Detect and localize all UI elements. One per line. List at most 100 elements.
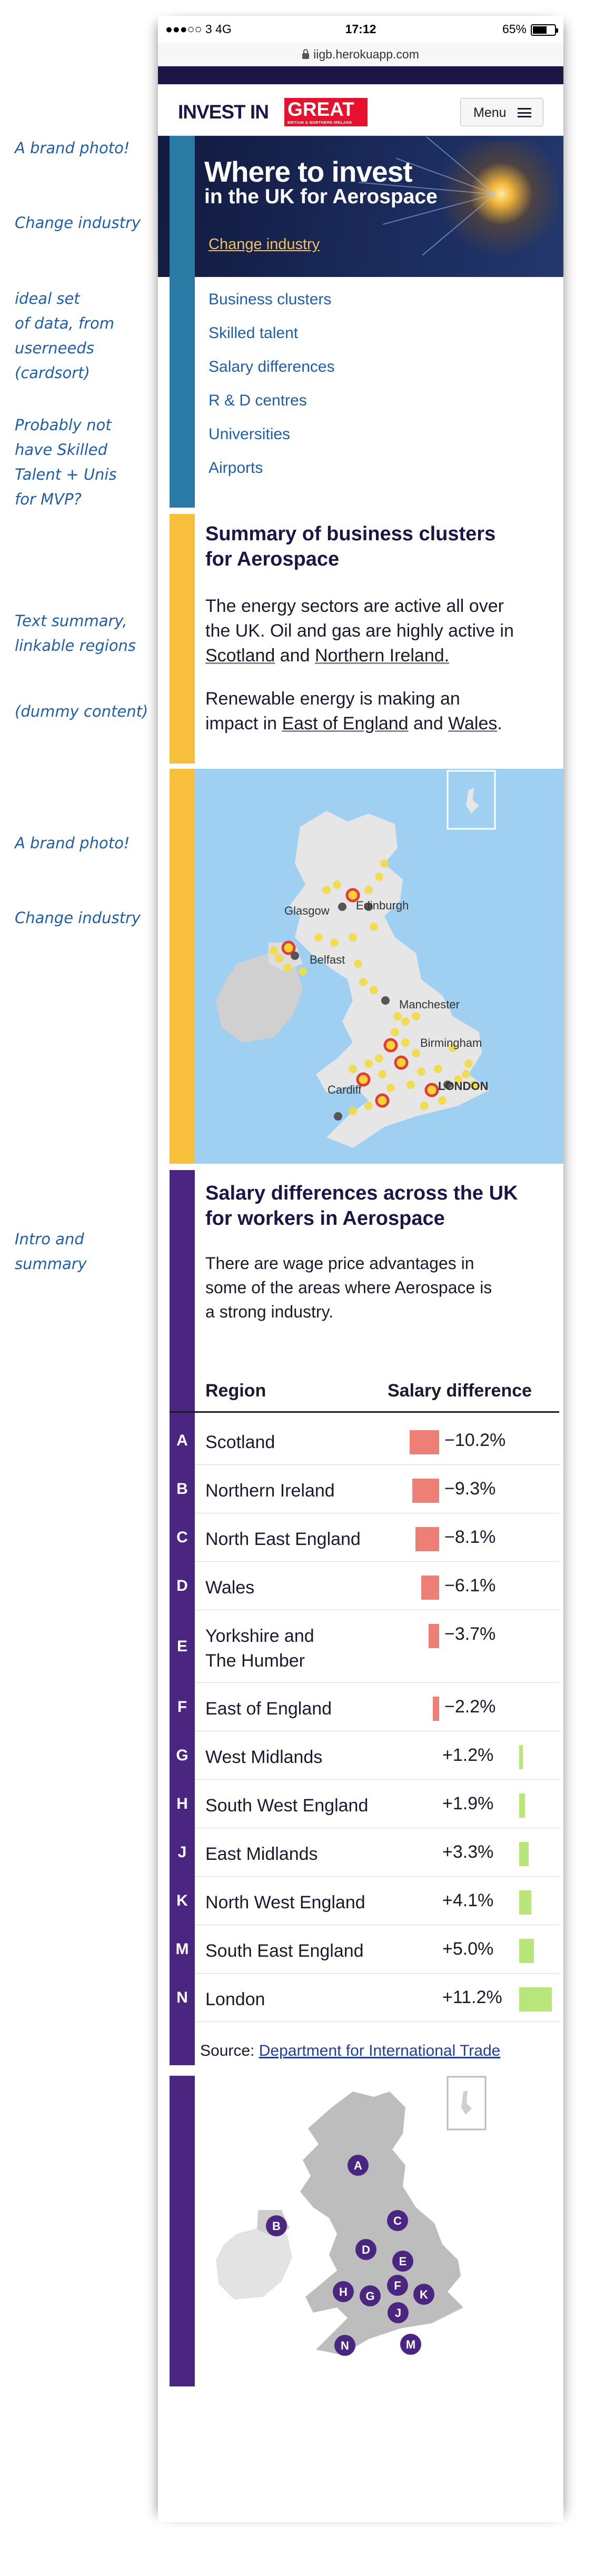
region-marker-g[interactable] [360, 2285, 381, 2306]
table-row[interactable]: C North East England −8.1% [170, 1513, 559, 1562]
cluster-dot[interactable] [434, 1065, 442, 1073]
table-row[interactable]: M South East England +5.0% [170, 1925, 559, 1974]
cluster-dot[interactable] [281, 940, 296, 955]
cluster-dot[interactable] [356, 1072, 371, 1087]
cluster-dot[interactable] [370, 923, 378, 931]
cluster-dot[interactable] [349, 1107, 357, 1115]
cluster-dot[interactable] [370, 986, 378, 994]
negative-bar [415, 1527, 439, 1551]
table-row[interactable]: D Wales −6.1% [170, 1562, 559, 1610]
great-logo[interactable]: GREAT BRITAIN & NORTHERN IRELAND [284, 98, 368, 126]
source-link[interactable]: Department for International Trade [259, 2042, 501, 2059]
cluster-dot[interactable] [314, 933, 323, 942]
logo[interactable]: INVEST IN [178, 101, 269, 123]
cluster-dot[interactable] [364, 1102, 373, 1110]
table-row[interactable]: B Northern Ireland −9.3% [170, 1465, 559, 1513]
cluster-dot[interactable] [449, 1044, 457, 1052]
map-label-birmingham: Birmingham [420, 1036, 482, 1049]
cluster-dot[interactable] [391, 1028, 399, 1036]
cluster-dot[interactable] [378, 1070, 386, 1078]
region-marker-e[interactable] [392, 2251, 413, 2272]
cluster-dot[interactable] [401, 1017, 410, 1026]
negative-bar [410, 1430, 439, 1454]
cluster-dot[interactable] [462, 1070, 470, 1078]
cluster-dot[interactable] [364, 1059, 373, 1068]
cluster-dot[interactable] [364, 903, 373, 911]
cluster-dot[interactable] [283, 964, 292, 972]
url-bar[interactable]: iigb.herokuapp.com [158, 43, 563, 66]
region-marker-f[interactable] [387, 2275, 408, 2296]
cluster-dot[interactable] [454, 1075, 462, 1084]
cluster-dot[interactable] [417, 1067, 425, 1076]
cluster-dot[interactable] [464, 1059, 473, 1068]
cluster-dot[interactable] [322, 886, 331, 894]
cluster-dot[interactable] [299, 967, 307, 976]
nav-universities[interactable]: Universities [209, 425, 291, 443]
cluster-dot[interactable] [291, 952, 299, 960]
cluster-map[interactable]: Glasgow Edinburgh Belfast Manchester Bir… [195, 769, 563, 1164]
cluster-dot[interactable] [420, 1102, 429, 1110]
salary-value: +5.0% [442, 1939, 494, 1959]
region-marker-d[interactable] [355, 2239, 376, 2260]
east-of-england-link[interactable]: East of England [282, 714, 409, 734]
cluster-dot[interactable] [401, 1038, 410, 1047]
table-row[interactable]: N London +11.2% [170, 1974, 559, 2022]
cluster-dot[interactable] [349, 1065, 357, 1073]
cluster-dot[interactable] [386, 1084, 395, 1092]
table-row[interactable]: H South West England +1.9% [170, 1780, 559, 1828]
cluster-dot[interactable] [334, 1112, 342, 1121]
region-name: North East England [205, 1529, 361, 1549]
region-marker-c[interactable] [387, 2210, 408, 2231]
region-marker-k[interactable] [413, 2284, 434, 2305]
cluster-dot[interactable] [381, 996, 390, 1005]
cluster-dot[interactable] [270, 946, 278, 955]
change-industry-link[interactable]: Change industry [209, 236, 320, 253]
table-row[interactable]: K North West England +4.1% [170, 1877, 559, 1925]
cluster-dot[interactable] [275, 954, 283, 963]
cluster-dot[interactable] [330, 938, 339, 947]
salary-heading: Salary differences across the UK for wor… [205, 1181, 518, 1231]
table-row[interactable]: A Scotland −10.2% [170, 1416, 559, 1465]
cluster-dot[interactable] [359, 978, 368, 986]
nav-skilled-talent[interactable]: Skilled talent [209, 324, 299, 342]
cluster-dot[interactable] [443, 1081, 452, 1089]
northern-ireland-link[interactable]: Northern Ireland. [314, 646, 450, 666]
region-marker-a[interactable] [348, 2155, 369, 2176]
table-row[interactable]: E Yorkshire and The Humber −3.7% [170, 1610, 559, 1683]
cluster-dot[interactable] [412, 1012, 420, 1021]
cluster-dot[interactable] [470, 1081, 478, 1089]
region-marker-n[interactable] [334, 2335, 355, 2356]
region-marker-h[interactable] [333, 2281, 354, 2302]
cluster-dot[interactable] [406, 1081, 415, 1089]
cluster-dot[interactable] [375, 1093, 390, 1108]
cluster-dot[interactable] [364, 886, 373, 894]
scotland-link[interactable]: Scotland [205, 646, 275, 666]
cluster-dot[interactable] [333, 880, 341, 889]
cluster-dot[interactable] [338, 903, 346, 911]
table-row[interactable]: F East of England −2.2% [170, 1683, 559, 1731]
cluster-dot[interactable] [383, 1038, 398, 1053]
table-row[interactable]: J East Midlands +3.3% [170, 1828, 559, 1877]
region-marker-b[interactable] [266, 2215, 287, 2236]
menu-button[interactable]: Menu [460, 98, 543, 126]
nav-business-clusters[interactable]: Business clusters [209, 291, 332, 308]
cluster-dot[interactable] [375, 1054, 383, 1063]
cluster-dot[interactable] [345, 888, 360, 903]
cluster-dot[interactable] [393, 1012, 402, 1021]
cluster-dot[interactable] [354, 959, 362, 968]
cluster-dot[interactable] [375, 873, 383, 881]
cluster-dot[interactable] [438, 1096, 447, 1105]
cluster-dot[interactable] [349, 933, 357, 942]
region-marker-j[interactable] [388, 2302, 409, 2323]
cluster-dot[interactable] [424, 1083, 439, 1097]
cluster-dot[interactable] [412, 1049, 420, 1057]
cluster-dot[interactable] [380, 859, 389, 868]
nav-airports[interactable]: Airports [209, 459, 263, 477]
cluster-dot[interactable] [394, 1055, 409, 1070]
nav-rd-centres[interactable]: R & D centres [209, 392, 307, 409]
nav-salary-differences[interactable]: Salary differences [209, 358, 335, 375]
region-marker-m[interactable] [400, 2334, 421, 2355]
wales-link[interactable]: Wales [448, 714, 498, 734]
table-row[interactable]: G West Midlands +1.2% [170, 1731, 559, 1780]
